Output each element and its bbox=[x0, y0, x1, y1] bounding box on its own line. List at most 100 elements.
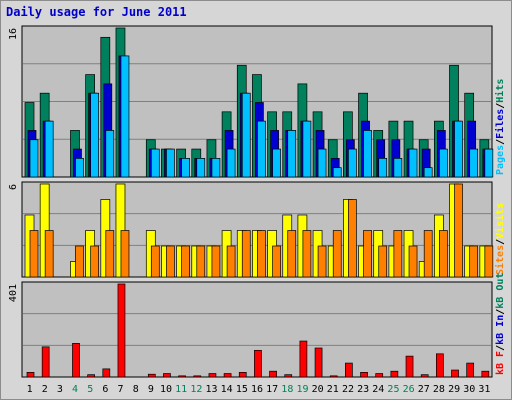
sites-bar bbox=[226, 245, 236, 278]
kbf-bar bbox=[420, 374, 429, 378]
kbf-bar bbox=[466, 362, 475, 378]
pages-bar bbox=[439, 148, 448, 178]
pages-bar bbox=[378, 158, 388, 178]
y-max-label: 6 bbox=[8, 184, 19, 190]
sites-bar bbox=[423, 230, 433, 278]
legend-item: / bbox=[495, 103, 506, 109]
pages-bar bbox=[44, 120, 54, 178]
sites-bar bbox=[302, 230, 312, 278]
kbf-bar bbox=[254, 349, 262, 378]
pages-bar bbox=[257, 120, 266, 178]
x-tick-label: 11 bbox=[175, 384, 187, 395]
legend-item: / bbox=[495, 239, 506, 245]
pages-bar bbox=[393, 158, 403, 178]
sites-bar bbox=[393, 230, 403, 278]
x-tick-label: 2 bbox=[42, 384, 48, 395]
sites-bar bbox=[166, 245, 175, 278]
pages-bar bbox=[29, 139, 39, 178]
x-tick-label: 13 bbox=[205, 384, 217, 395]
x-tick-label: 21 bbox=[327, 384, 339, 395]
kbf-bar bbox=[451, 369, 459, 378]
legend-item: / bbox=[495, 139, 506, 145]
x-tick-label: 22 bbox=[342, 384, 354, 395]
legend-item: Pages bbox=[495, 145, 506, 175]
y-max-label: 16 bbox=[8, 28, 19, 40]
x-tick-label: 26 bbox=[403, 384, 415, 395]
legend-1: Pages/Files/Hits bbox=[494, 79, 506, 175]
pages-bar bbox=[469, 148, 479, 178]
pages-bar bbox=[90, 92, 99, 178]
pages-bar bbox=[211, 158, 221, 178]
x-tick-label: 10 bbox=[160, 384, 172, 395]
legend-item: Visits bbox=[494, 203, 506, 239]
sites-bar bbox=[408, 245, 418, 278]
x-tick-label: 30 bbox=[463, 384, 475, 395]
kbf-bar bbox=[223, 373, 232, 378]
kbf-bar bbox=[208, 373, 217, 378]
pages-bar bbox=[363, 130, 372, 178]
pages-bar bbox=[75, 158, 84, 178]
sites-bar bbox=[332, 230, 342, 278]
kbf-bar bbox=[284, 374, 293, 378]
x-tick-label: 28 bbox=[433, 384, 445, 395]
x-tick-label: 27 bbox=[418, 384, 430, 395]
legend-item: / bbox=[495, 309, 506, 315]
pages-bar bbox=[150, 148, 160, 178]
kbf-bar bbox=[193, 375, 202, 378]
x-tick-label: 6 bbox=[102, 384, 108, 395]
sites-bar bbox=[348, 199, 357, 278]
pages-bar bbox=[302, 120, 312, 178]
pages-bar bbox=[287, 130, 297, 178]
kbf-bar bbox=[72, 343, 80, 378]
sites-bar bbox=[75, 245, 84, 278]
pages-bar bbox=[196, 158, 206, 178]
x-tick-label: 20 bbox=[312, 384, 324, 395]
kbf-bar bbox=[102, 368, 111, 378]
sites-bar bbox=[150, 245, 160, 278]
pages-bar bbox=[166, 148, 175, 178]
sites-bar bbox=[120, 230, 130, 278]
pages-bar bbox=[226, 148, 236, 178]
pages-bar bbox=[332, 167, 342, 178]
pages-bar bbox=[120, 55, 130, 178]
sites-bar bbox=[378, 245, 388, 278]
chart-title: Daily usage for June 2011 bbox=[6, 5, 187, 19]
sites-bar bbox=[241, 230, 251, 278]
kbf-bar bbox=[238, 372, 247, 378]
x-tick-label: 15 bbox=[236, 384, 248, 395]
pages-bar bbox=[181, 158, 190, 178]
legend-item: kB In bbox=[495, 315, 506, 345]
kbf-bar bbox=[41, 346, 50, 378]
kbf-bar bbox=[269, 370, 277, 378]
sites-bar bbox=[363, 230, 372, 278]
pages-bar bbox=[272, 148, 281, 178]
kbf-bar bbox=[178, 375, 186, 378]
pages-bar bbox=[423, 167, 433, 178]
kbf-bar bbox=[314, 347, 323, 378]
sites-bar bbox=[439, 230, 448, 278]
x-tick-label: 4 bbox=[72, 384, 78, 395]
legend-3: kB F/kB In/kB Out bbox=[495, 273, 506, 375]
sites-bar bbox=[317, 245, 327, 278]
sites-bar bbox=[90, 245, 99, 278]
kbf-bar bbox=[26, 372, 35, 378]
sites-bar bbox=[181, 245, 190, 278]
x-tick-label: 18 bbox=[281, 384, 293, 395]
x-tick-label: 3 bbox=[57, 384, 63, 395]
legend-item: Hits bbox=[494, 79, 506, 103]
x-tick-label: 7 bbox=[118, 384, 124, 395]
sites-bar bbox=[469, 245, 479, 278]
legend-item: kB Out bbox=[495, 273, 506, 309]
legend-item: Files bbox=[494, 109, 506, 139]
legend-item: kB F bbox=[495, 351, 506, 375]
sites-bar bbox=[44, 230, 54, 278]
x-tick-label: 12 bbox=[190, 384, 202, 395]
x-tick-label: 9 bbox=[148, 384, 154, 395]
x-tick-label: 1 bbox=[27, 384, 33, 395]
sites-bar bbox=[454, 183, 463, 278]
kbf-bar bbox=[436, 353, 444, 378]
y-max-label: 401 bbox=[8, 284, 19, 302]
x-tick-label: 8 bbox=[133, 384, 139, 395]
